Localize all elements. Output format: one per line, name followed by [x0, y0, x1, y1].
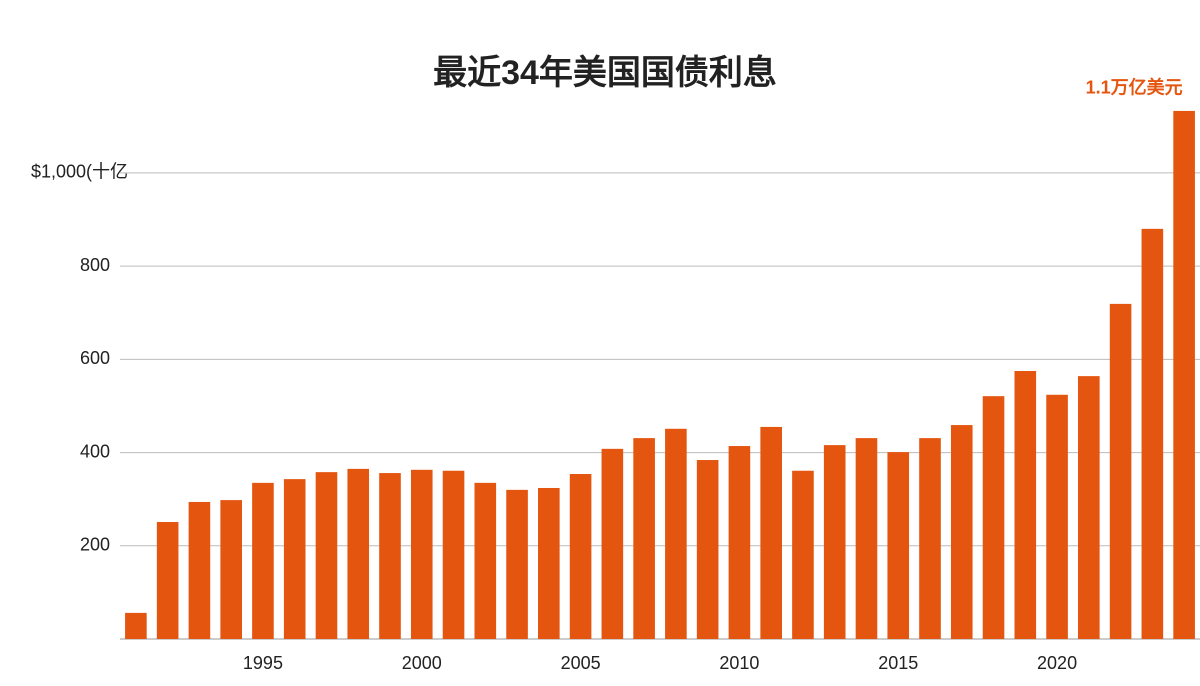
chart-title: 最近34年美国国债利息	[433, 53, 777, 92]
bar	[538, 487, 560, 639]
bar	[855, 438, 878, 639]
x-tick-label: 2015	[878, 653, 918, 673]
bar	[188, 501, 211, 639]
bar	[347, 468, 370, 639]
y-tick-label: 600	[80, 348, 110, 368]
bar	[728, 446, 751, 639]
bar	[315, 472, 338, 639]
bar	[792, 470, 814, 639]
bar	[474, 482, 497, 639]
bar	[1109, 303, 1132, 639]
bar	[125, 612, 147, 639]
bar	[1173, 110, 1195, 640]
bar	[442, 470, 465, 639]
x-tick-label: 2010	[719, 653, 759, 673]
bar	[950, 425, 973, 639]
bar	[633, 438, 655, 639]
bar	[506, 489, 528, 639]
x-tick-label: 1995	[243, 653, 283, 673]
bar	[283, 479, 306, 639]
bar	[569, 474, 592, 639]
y-tick-label: 200	[80, 535, 110, 555]
bar	[410, 469, 433, 639]
annotation: 1.1万亿美元	[1086, 77, 1183, 98]
y-tick-label: 400	[80, 441, 110, 461]
bar	[696, 460, 719, 639]
x-tick-label: 2020	[1037, 653, 1077, 673]
bar	[665, 428, 687, 639]
bar	[1014, 371, 1037, 639]
x-tick-label: 2000	[402, 653, 442, 673]
bar	[601, 448, 624, 639]
bar	[1046, 394, 1068, 639]
y-tick-label: 800	[80, 255, 110, 275]
bar	[156, 522, 179, 639]
bar	[919, 438, 941, 639]
bar	[1078, 376, 1100, 639]
bar	[823, 445, 846, 639]
bar	[252, 482, 274, 639]
bar	[379, 473, 401, 639]
y-tick-label: $1,000(十亿	[31, 162, 128, 182]
bar	[982, 396, 1005, 639]
bar	[1141, 228, 1164, 639]
bar	[760, 426, 782, 639]
bar	[887, 452, 910, 639]
x-tick-label: 2005	[561, 653, 601, 673]
bar	[220, 500, 242, 639]
